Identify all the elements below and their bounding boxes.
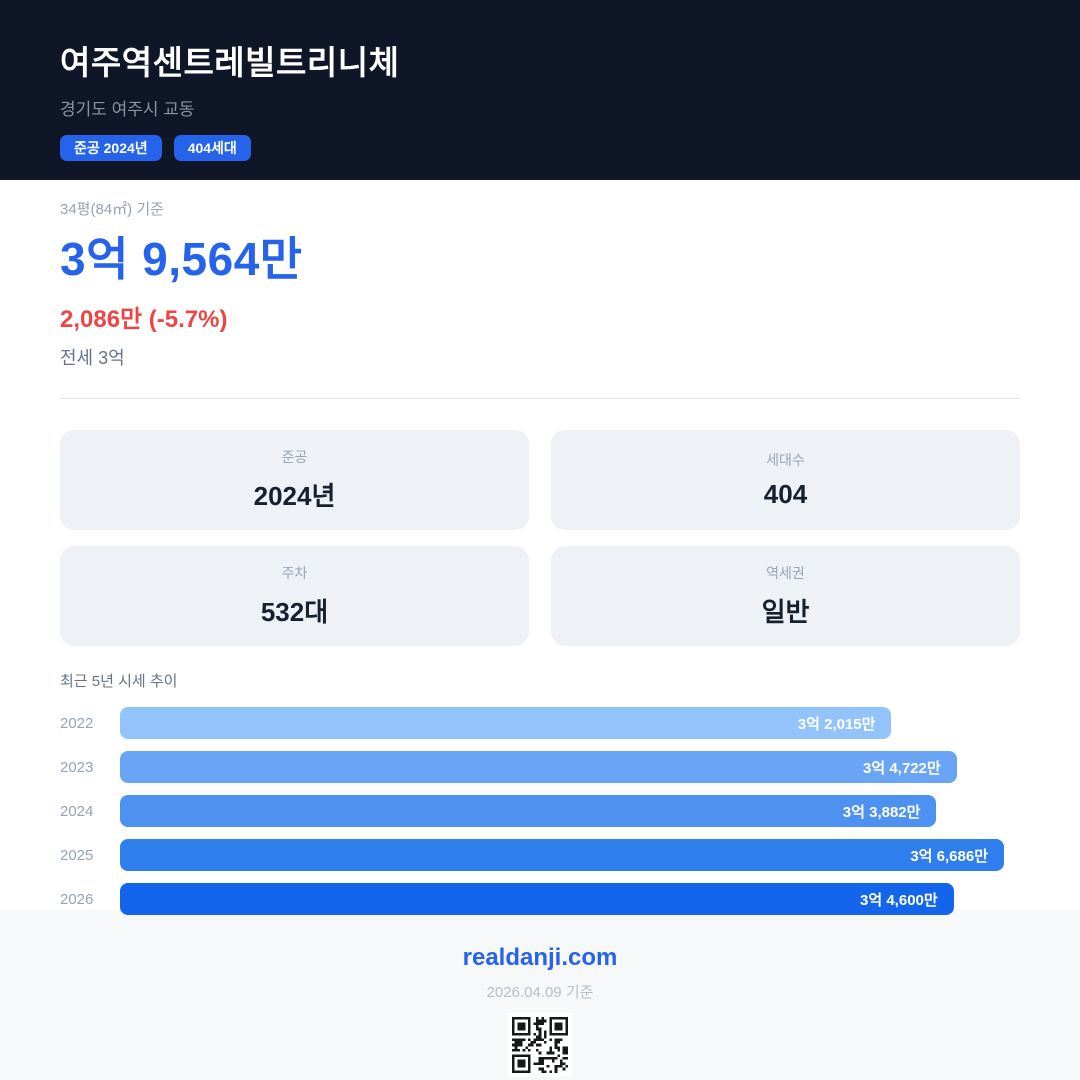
info-card-value: 404 xyxy=(763,479,808,509)
info-card-label: 준공 xyxy=(281,449,308,465)
main-content: 34평(84㎡) 기준 3억 9,564만 2,086만 (-5.7%) 전세 … xyxy=(0,180,1080,915)
price-bar: 3억 6,686만 xyxy=(120,839,1004,871)
bar-track: 3억 3,882만 xyxy=(120,795,1004,827)
apartment-location: 경기도 여주시 교동 xyxy=(60,100,195,119)
data-date-note: 2026.04.09 기준 xyxy=(486,984,594,1001)
price-basis-label: 34평(84㎡) 기준 xyxy=(60,201,164,218)
qr-code xyxy=(508,1013,572,1077)
info-card-label: 역세권 xyxy=(766,565,805,581)
info-card-label: 주차 xyxy=(281,565,308,581)
bar-value-label: 3억 4,600만 xyxy=(860,891,938,909)
price-bar: 3억 4,722만 xyxy=(120,751,957,783)
jeonse-price: 전세 3억 xyxy=(60,348,125,368)
price-trend-chart: 2022 3억 2,015만 2023 3억 4,722만 2024 3억 3,882만 2… xyxy=(60,707,1020,915)
info-card-grid: 준공 2024년 세대수 404 주차 532대 역세권 일반 xyxy=(60,430,1020,646)
badge-household-count: 404세대 xyxy=(173,135,251,161)
year-label: 2026 xyxy=(60,890,94,908)
chart-row: 2022 3억 2,015만 xyxy=(60,707,1020,739)
info-card-value: 532대 xyxy=(260,597,329,627)
year-label: 2022 xyxy=(60,714,94,732)
year-label: 2025 xyxy=(60,846,94,864)
bar-track: 3억 6,686만 xyxy=(120,839,1004,871)
bar-value-label: 3억 6,686만 xyxy=(910,847,988,865)
footer: realdanji.com 2026.04.09 기준 xyxy=(0,910,1080,1080)
price-bar: 3억 3,882만 xyxy=(120,795,937,827)
chart-row: 2026 3억 4,600만 xyxy=(60,883,1020,915)
price-bar: 3억 2,015만 xyxy=(120,707,892,739)
info-card-parking: 주차 532대 xyxy=(60,546,529,646)
info-card-label: 세대수 xyxy=(766,452,805,468)
badge-completion-year: 준공 2024년 xyxy=(60,135,162,161)
badge-row: 준공 2024년 404세대 xyxy=(60,135,1020,161)
apartment-title: 여주역센트레빌트리니체 xyxy=(60,44,400,81)
site-link[interactable]: realdanji.com xyxy=(462,944,618,971)
header: 여주역센트레빌트리니체 경기도 여주시 교동 준공 2024년 404세대 xyxy=(0,0,1080,180)
year-label: 2023 xyxy=(60,758,94,776)
bar-track: 3억 2,015만 xyxy=(120,707,1004,739)
bar-track: 3억 4,722만 xyxy=(120,751,1004,783)
chart-title: 최근 5년 시세 추이 xyxy=(60,673,178,690)
info-card-completion: 준공 2024년 xyxy=(60,430,529,530)
price-change: 2,086만 (-5.7%) xyxy=(60,306,228,333)
price-bar: 3억 4,600만 xyxy=(120,883,954,915)
info-card-households: 세대수 404 xyxy=(551,430,1020,530)
info-card-value: 2024년 xyxy=(253,481,336,511)
chart-row: 2025 3억 6,686만 xyxy=(60,839,1020,871)
bar-value-label: 3억 3,882만 xyxy=(842,803,921,821)
info-card-value: 일반 xyxy=(761,597,810,627)
current-price: 3억 9,564만 xyxy=(60,233,303,285)
divider xyxy=(60,398,1020,399)
chart-row: 2023 3억 4,722만 xyxy=(60,751,1020,783)
info-card-station-area: 역세권 일반 xyxy=(551,546,1020,646)
year-label: 2024 xyxy=(60,802,94,820)
bar-value-label: 3억 2,015만 xyxy=(797,715,876,733)
bar-value-label: 3억 4,722만 xyxy=(863,759,941,777)
chart-row: 2024 3억 3,882만 xyxy=(60,795,1020,827)
bar-track: 3억 4,600만 xyxy=(120,883,1004,915)
